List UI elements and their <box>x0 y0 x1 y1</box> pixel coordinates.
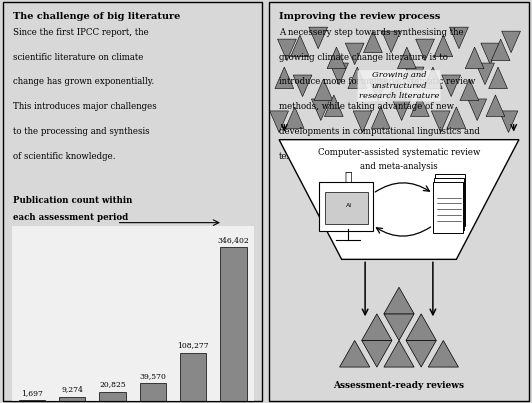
Polygon shape <box>369 79 387 101</box>
Polygon shape <box>431 111 450 133</box>
Polygon shape <box>423 67 442 89</box>
Text: 1,697: 1,697 <box>21 388 43 397</box>
Text: 9,274: 9,274 <box>61 385 83 393</box>
Polygon shape <box>363 31 383 53</box>
Polygon shape <box>481 43 500 64</box>
Text: AI: AI <box>346 204 353 208</box>
Text: change has grown exponentially.: change has grown exponentially. <box>13 77 154 86</box>
Polygon shape <box>309 27 328 49</box>
Text: Improving the review process: Improving the review process <box>279 12 440 21</box>
Text: Assessment-ready reviews: Assessment-ready reviews <box>334 381 464 390</box>
Polygon shape <box>362 314 392 341</box>
Polygon shape <box>434 35 453 57</box>
Polygon shape <box>465 47 484 69</box>
Text: 346,402: 346,402 <box>218 236 250 244</box>
Text: Computer-assisted systematic review: Computer-assisted systematic review <box>318 147 480 157</box>
Polygon shape <box>428 341 459 367</box>
Polygon shape <box>406 341 436 367</box>
Text: 39,570: 39,570 <box>139 372 167 380</box>
Text: scientific literature on climate: scientific literature on climate <box>13 53 144 62</box>
Polygon shape <box>348 67 367 89</box>
Polygon shape <box>345 43 364 64</box>
Polygon shape <box>314 79 333 101</box>
Polygon shape <box>411 95 429 116</box>
Text: text-mining.: text-mining. <box>279 152 331 161</box>
Polygon shape <box>290 35 309 57</box>
Bar <box>220 247 247 401</box>
Polygon shape <box>325 95 343 116</box>
Polygon shape <box>387 79 406 101</box>
Polygon shape <box>392 99 411 120</box>
Polygon shape <box>476 63 494 85</box>
FancyBboxPatch shape <box>435 174 465 226</box>
Text: Publication count within: Publication count within <box>13 195 132 204</box>
Polygon shape <box>339 341 370 367</box>
Polygon shape <box>415 39 435 61</box>
Text: introduce more formalised systematic review: introduce more formalised systematic rev… <box>279 77 476 86</box>
Text: Since the first IPCC report, the: Since the first IPCC report, the <box>13 28 149 37</box>
Text: This introduces major challenges: This introduces major challenges <box>13 102 157 111</box>
Text: and meta-analysis: and meta-analysis <box>360 162 438 170</box>
Polygon shape <box>442 75 461 97</box>
Bar <box>140 383 166 401</box>
FancyBboxPatch shape <box>325 191 368 224</box>
Polygon shape <box>278 39 296 61</box>
Polygon shape <box>275 67 294 89</box>
Bar <box>59 397 85 401</box>
Polygon shape <box>486 95 505 116</box>
FancyBboxPatch shape <box>320 181 373 231</box>
Polygon shape <box>330 63 348 85</box>
Text: Growing and
unstructured
research literature: Growing and unstructured research litera… <box>359 71 439 100</box>
Polygon shape <box>371 107 390 129</box>
Polygon shape <box>384 287 414 314</box>
Polygon shape <box>468 99 487 120</box>
Text: 🎓: 🎓 <box>344 171 352 184</box>
Polygon shape <box>502 31 520 53</box>
FancyBboxPatch shape <box>433 181 463 233</box>
Text: each assessment period: each assessment period <box>13 213 128 222</box>
Text: growing climate change literature is to: growing climate change literature is to <box>279 53 448 62</box>
Polygon shape <box>362 341 392 367</box>
Text: 108,277: 108,277 <box>178 341 209 349</box>
Polygon shape <box>270 111 288 133</box>
Polygon shape <box>397 47 416 69</box>
Polygon shape <box>327 47 346 69</box>
Polygon shape <box>384 341 414 367</box>
Polygon shape <box>491 39 510 61</box>
Text: The challenge of big literature: The challenge of big literature <box>13 12 180 21</box>
Polygon shape <box>279 140 519 260</box>
Polygon shape <box>353 111 372 133</box>
Text: A necessery step towards synthesising the: A necessery step towards synthesising th… <box>279 28 464 37</box>
Polygon shape <box>384 314 414 341</box>
FancyBboxPatch shape <box>434 178 464 230</box>
Polygon shape <box>311 99 330 120</box>
Bar <box>19 400 45 401</box>
Polygon shape <box>406 314 436 341</box>
Text: 20,825: 20,825 <box>99 380 126 388</box>
Polygon shape <box>285 107 304 129</box>
Text: methods, while taking advantage of new: methods, while taking advantage of new <box>279 102 454 111</box>
Polygon shape <box>293 75 312 97</box>
Polygon shape <box>499 111 518 133</box>
Polygon shape <box>405 67 424 89</box>
Text: of scientific knowledge.: of scientific knowledge. <box>13 152 115 161</box>
Text: to the processing and synthesis: to the processing and synthesis <box>13 127 149 136</box>
Bar <box>180 353 206 401</box>
Text: developments in computational linguistics and: developments in computational linguistic… <box>279 127 480 136</box>
Polygon shape <box>489 67 508 89</box>
Polygon shape <box>460 79 479 101</box>
Polygon shape <box>382 31 401 53</box>
Bar <box>99 392 126 401</box>
Polygon shape <box>447 107 466 129</box>
Polygon shape <box>450 27 468 49</box>
